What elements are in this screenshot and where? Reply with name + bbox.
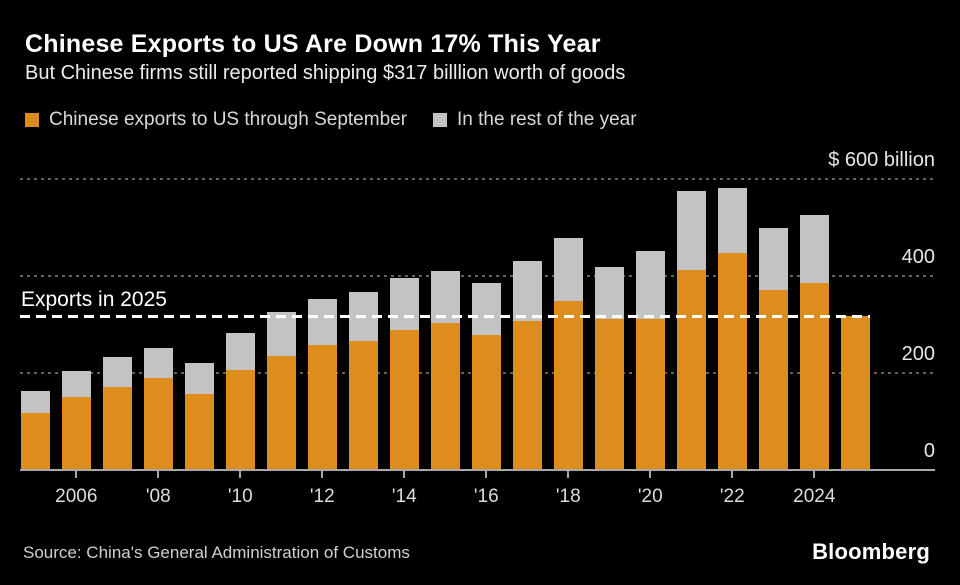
legend-label-through-september: Chinese exports to US through September <box>49 109 408 130</box>
legend-item-through-september: Chinese exports to US through September <box>25 109 407 131</box>
bar-2021-rest-of-year <box>676 190 706 271</box>
bar-2022-through-september <box>717 252 747 470</box>
x-axis-label-2022: '22 <box>719 486 745 507</box>
bar-2014-through-september <box>389 330 419 470</box>
x-axis-tick-2022 <box>731 471 734 478</box>
legend-item-rest-of-year: In the rest of the year <box>433 109 637 131</box>
y-axis-label-600: $ 600 billion <box>828 149 935 171</box>
bar-2021-through-september <box>676 270 706 470</box>
gridline-600 <box>20 178 935 180</box>
x-axis-label-2006: 2006 <box>55 486 98 507</box>
bar-2010-through-september <box>225 370 255 470</box>
x-axis-tick-2014 <box>403 471 406 478</box>
gridline-400 <box>20 275 935 277</box>
chart-legend: Chinese exports to US through September … <box>25 109 637 131</box>
x-axis-label-2016: '16 <box>473 486 499 507</box>
bar-2016-through-september <box>471 335 501 470</box>
bar-2006-rest-of-year <box>61 371 91 398</box>
bar-2012-through-september <box>307 345 337 470</box>
bar-2023-through-september <box>758 290 788 470</box>
x-axis-line <box>20 469 935 471</box>
bar-2025-through-september <box>840 316 870 470</box>
bar-2024-rest-of-year <box>799 215 829 284</box>
bar-2010-rest-of-year <box>225 332 255 371</box>
exports-2025-dashed-line <box>20 315 870 319</box>
bar-2005-through-september <box>20 412 50 470</box>
bar-2005-rest-of-year <box>20 390 50 413</box>
bar-2019-through-september <box>594 318 624 470</box>
x-axis-tick-2006 <box>75 471 78 478</box>
bar-2024-through-september <box>799 283 829 470</box>
bar-2008-through-september <box>143 377 173 470</box>
y-axis-label-200: 200 <box>901 343 935 365</box>
y-axis-label-400: 400 <box>901 246 935 268</box>
bar-2022-rest-of-year <box>717 187 747 253</box>
bar-2020-rest-of-year <box>635 250 665 319</box>
bar-2008-rest-of-year <box>143 347 173 378</box>
x-axis-label-2012: '12 <box>309 486 335 507</box>
orange-swatch-icon <box>25 113 39 127</box>
bar-2011-rest-of-year <box>266 312 296 357</box>
x-axis-tick-2008 <box>157 471 160 478</box>
exports-2025-label: Exports in 2025 <box>21 288 167 312</box>
chart-subtitle: But Chinese firms still reported shippin… <box>25 62 626 84</box>
bar-2013-through-september <box>348 341 378 470</box>
x-axis-label-2014: '14 <box>391 486 417 507</box>
bar-2015-through-september <box>430 322 460 470</box>
x-axis-label-2018: '18 <box>555 486 581 507</box>
x-axis-tick-2024 <box>813 471 816 478</box>
bar-2015-rest-of-year <box>430 271 460 323</box>
source-note: Source: China's General Administration o… <box>23 543 410 562</box>
x-axis-tick-2018 <box>567 471 570 478</box>
bloomberg-logo: Bloomberg <box>812 539 930 564</box>
bar-2019-rest-of-year <box>594 266 624 319</box>
bar-2017-through-september <box>512 320 542 470</box>
bar-2009-rest-of-year <box>184 362 214 395</box>
x-axis-tick-2012 <box>321 471 324 478</box>
bar-2014-rest-of-year <box>389 277 419 331</box>
y-axis-label-0: 0 <box>923 440 935 462</box>
bar-2018-through-september <box>553 301 583 470</box>
bar-2007-through-september <box>102 386 132 470</box>
bar-2009-through-september <box>184 394 214 470</box>
bar-2020-through-september <box>635 318 665 470</box>
bar-2007-rest-of-year <box>102 356 132 387</box>
x-axis-label-2024: 2024 <box>793 486 836 507</box>
bar-2016-rest-of-year <box>471 283 501 336</box>
bar-2023-rest-of-year <box>758 227 788 291</box>
bar-2012-rest-of-year <box>307 299 337 346</box>
legend-label-rest-of-year: In the rest of the year <box>457 109 637 130</box>
bar-2011-through-september <box>266 356 296 470</box>
x-axis-tick-2020 <box>649 471 652 478</box>
x-axis-tick-2016 <box>485 471 488 478</box>
x-axis-label-2020: '20 <box>637 486 663 507</box>
x-axis-label-2010: '10 <box>227 486 253 507</box>
bar-2018-rest-of-year <box>553 238 583 302</box>
x-axis-label-2008: '08 <box>145 486 171 507</box>
gray-swatch-icon <box>433 113 448 127</box>
bar-2017-rest-of-year <box>512 261 542 321</box>
chart-title: Chinese Exports to US Are Down 17% This … <box>25 30 601 58</box>
bar-2006-through-september <box>61 397 91 470</box>
x-axis-tick-2010 <box>239 471 242 478</box>
